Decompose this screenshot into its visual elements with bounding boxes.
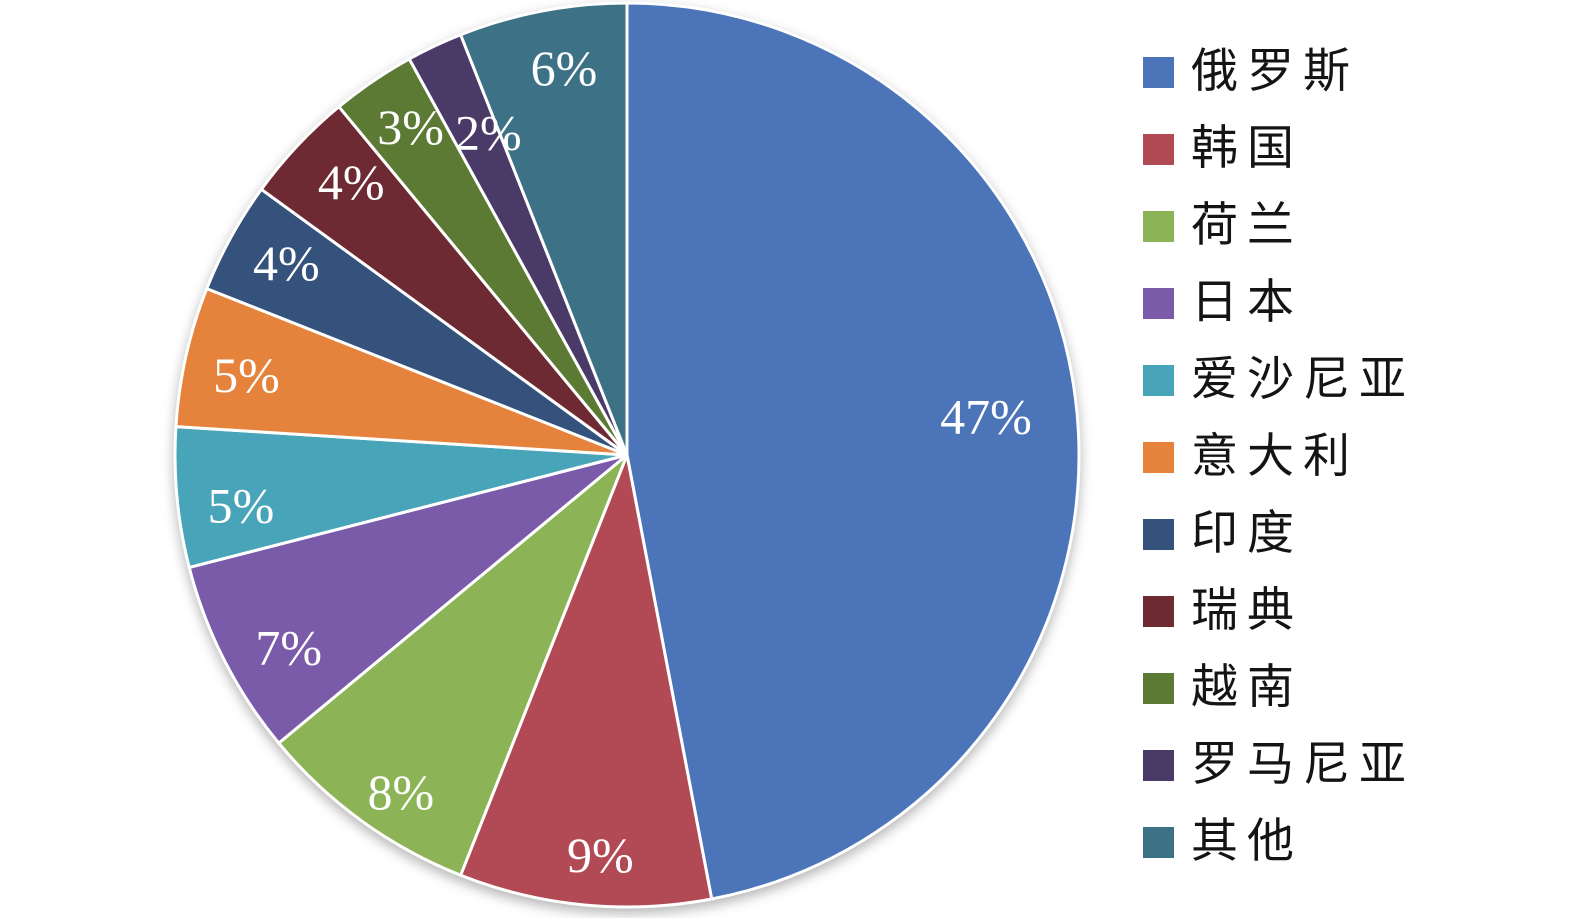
legend-item-11: 其他 [1143, 818, 1415, 867]
legend-label: 罗马尼亚 [1191, 739, 1415, 791]
legend-item-8: 瑞典 [1143, 587, 1415, 636]
data-label-1: 47% [940, 388, 1032, 444]
pie-slice-3 [277, 453, 629, 877]
data-label-5: 5% [208, 478, 275, 534]
legend-item-7: 印度 [1143, 510, 1415, 559]
data-label-3: 8% [367, 764, 434, 820]
legend-label: 俄罗斯 [1191, 46, 1359, 98]
legend-item-9: 越南 [1143, 664, 1415, 713]
legend-color-swatch [1143, 827, 1174, 858]
legend-color-swatch [1143, 211, 1174, 242]
data-label-11: 6% [531, 40, 598, 96]
legend-label: 爱沙尼亚 [1191, 354, 1415, 406]
data-label-4: 7% [255, 619, 322, 675]
data-label-9: 3% [377, 99, 444, 155]
pie-slice-1 [625, 1, 1081, 901]
data-label-10: 2% [455, 105, 522, 161]
legend-item-10: 罗马尼亚 [1143, 741, 1415, 790]
legend-color-swatch [1143, 442, 1174, 473]
pie-data-labels: 47%9%8%7%5%5%4%4%3% 2%6% [208, 40, 1032, 883]
data-label-7: 4% [253, 235, 320, 291]
pie-slice-5 [173, 425, 629, 569]
pie-slice-11 [459, 1, 629, 457]
legend-label: 韩国 [1191, 123, 1303, 175]
legend-item-6: 意大利 [1143, 433, 1415, 482]
pie-slice-6 [174, 287, 629, 457]
legend-color-swatch [1143, 134, 1174, 165]
legend-color-swatch [1143, 288, 1174, 319]
legend-color-swatch [1143, 519, 1174, 550]
pie-slice-4 [187, 453, 629, 745]
legend-label: 其他 [1191, 816, 1303, 868]
legend-color-swatch [1143, 57, 1174, 88]
legend-color-swatch [1143, 750, 1174, 781]
pie-slice-2 [459, 453, 714, 909]
legend-color-swatch [1143, 365, 1174, 396]
legend-label: 越南 [1191, 662, 1303, 714]
data-label-8: 4% [318, 154, 385, 210]
legend-item-1: 俄罗斯 [1143, 48, 1415, 97]
legend-color-swatch [1143, 596, 1174, 627]
legend-label: 意大利 [1191, 431, 1359, 483]
pie-slices [173, 1, 1081, 909]
legend-label: 日本 [1191, 277, 1303, 329]
legend-color-swatch [1143, 673, 1174, 704]
legend-label: 荷兰 [1191, 200, 1303, 252]
legend-label: 印度 [1191, 508, 1303, 560]
legend-item-5: 爱沙尼亚 [1143, 356, 1415, 405]
data-label-6: 5% [213, 347, 280, 403]
chart-legend: 俄罗斯 韩国 荷兰 日本 爱沙尼亚 意大利 印度 瑞典 越南 罗马尼亚 其他 [1143, 48, 1415, 867]
legend-item-3: 荷兰 [1143, 202, 1415, 251]
legend-item-2: 韩国 [1143, 125, 1415, 174]
legend-item-4: 日本 [1143, 279, 1415, 328]
data-label-2: 9% [567, 827, 634, 883]
legend-label: 瑞典 [1191, 585, 1303, 637]
